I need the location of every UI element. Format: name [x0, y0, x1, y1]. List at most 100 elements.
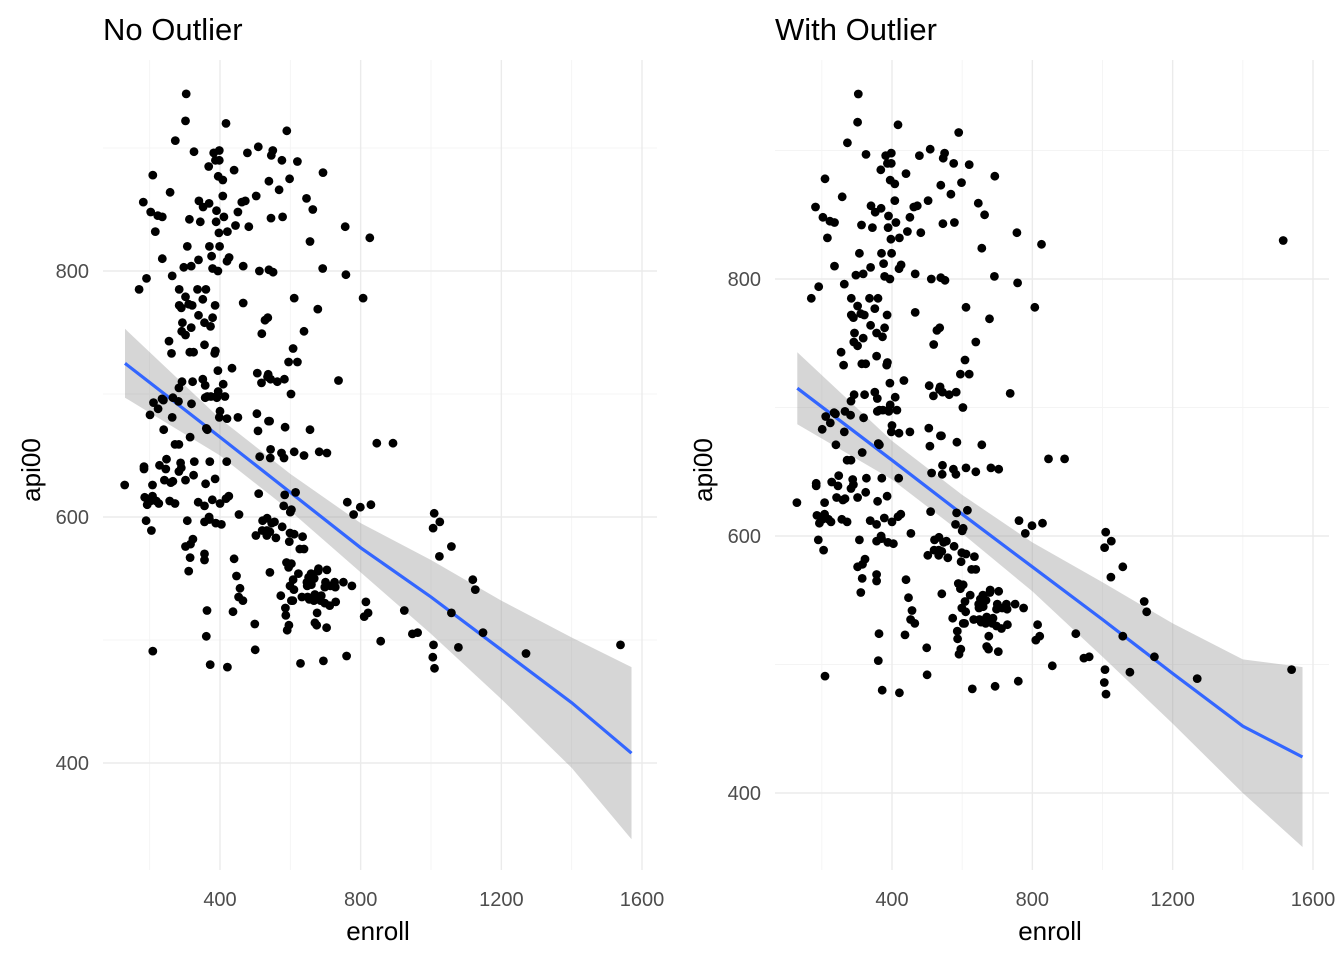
data-point	[167, 271, 177, 281]
data-point	[929, 340, 939, 349]
data-point	[877, 685, 887, 695]
data-point	[821, 412, 831, 421]
data-point	[309, 596, 319, 605]
data-point	[372, 438, 382, 448]
data-point	[885, 378, 895, 388]
ribbon-layer-0	[125, 328, 632, 840]
data-point	[887, 421, 897, 430]
data-point	[164, 336, 174, 346]
data-point	[266, 151, 276, 160]
data-point	[997, 624, 1006, 633]
data-point	[279, 453, 289, 463]
data-point	[616, 640, 625, 650]
data-point	[853, 493, 862, 502]
data-point	[878, 332, 887, 342]
data-point	[861, 487, 871, 497]
data-point	[860, 390, 869, 400]
ribbon-layer-1	[797, 352, 1303, 847]
y-tick-label: 400	[56, 753, 89, 775]
data-point	[811, 202, 820, 212]
data-point	[266, 213, 276, 223]
data-point	[926, 507, 935, 516]
data-point	[1038, 518, 1047, 528]
data-point	[167, 349, 176, 358]
data-point	[181, 292, 190, 302]
data-point	[272, 377, 282, 387]
data-point	[185, 432, 195, 442]
data-point	[894, 264, 904, 274]
data-point	[234, 510, 244, 519]
data-point	[281, 611, 291, 620]
data-point	[851, 270, 861, 280]
data-point	[214, 228, 224, 238]
data-point	[428, 652, 438, 662]
data-point	[885, 274, 895, 284]
data-point	[222, 256, 232, 266]
data-point	[961, 549, 971, 559]
data-point	[294, 569, 303, 578]
data-point	[210, 301, 220, 310]
data-point	[521, 649, 531, 658]
data-point	[299, 326, 309, 336]
data-point	[950, 218, 959, 227]
data-point	[313, 566, 323, 576]
y-axis-title-with-outlier: api00	[688, 438, 718, 502]
data-point	[870, 207, 880, 217]
data-point	[325, 601, 335, 610]
data-point	[856, 588, 866, 597]
data-point	[188, 377, 198, 387]
data-point	[150, 227, 160, 237]
data-point	[905, 427, 915, 437]
data-point	[349, 510, 358, 519]
data-point	[334, 376, 343, 385]
data-point	[846, 410, 855, 420]
data-point	[235, 583, 245, 593]
data-point	[285, 174, 294, 184]
data-point	[198, 202, 208, 212]
data-point	[1027, 521, 1037, 531]
data-point	[893, 512, 903, 522]
data-point	[202, 606, 212, 615]
confidence-ribbon	[797, 352, 1303, 847]
data-point	[257, 378, 266, 388]
data-point	[940, 275, 950, 285]
data-point	[219, 212, 229, 222]
data-point	[973, 198, 983, 208]
data-point	[853, 562, 862, 572]
data-point	[200, 340, 209, 350]
data-point	[159, 425, 169, 435]
panel-title-no-outlier: No Outlier	[103, 12, 243, 47]
data-point	[859, 310, 869, 320]
data-point	[833, 481, 843, 491]
data-point	[181, 116, 190, 126]
data-point	[305, 237, 315, 246]
data-point	[850, 328, 859, 338]
data-point	[277, 155, 287, 165]
data-point	[1100, 665, 1110, 674]
data-point	[827, 477, 837, 487]
data-point	[814, 282, 824, 292]
data-point	[330, 582, 340, 592]
data-point	[834, 471, 844, 480]
data-point	[186, 261, 196, 271]
data-point	[238, 261, 248, 271]
data-point	[839, 279, 849, 289]
data-point	[934, 550, 944, 560]
data-point	[872, 536, 881, 546]
data-point	[221, 119, 231, 128]
data-point	[891, 218, 901, 227]
data-point	[218, 379, 228, 389]
data-point	[222, 414, 232, 423]
data-point	[174, 467, 184, 476]
data-point	[146, 207, 156, 217]
data-point	[958, 619, 968, 628]
data-point	[825, 418, 835, 428]
data-point	[823, 233, 832, 243]
data-point	[257, 329, 267, 339]
data-point	[291, 488, 300, 497]
data-point	[208, 313, 218, 323]
data-point	[842, 517, 852, 527]
data-point	[282, 625, 292, 635]
data-point	[319, 656, 328, 666]
data-point	[252, 409, 262, 419]
